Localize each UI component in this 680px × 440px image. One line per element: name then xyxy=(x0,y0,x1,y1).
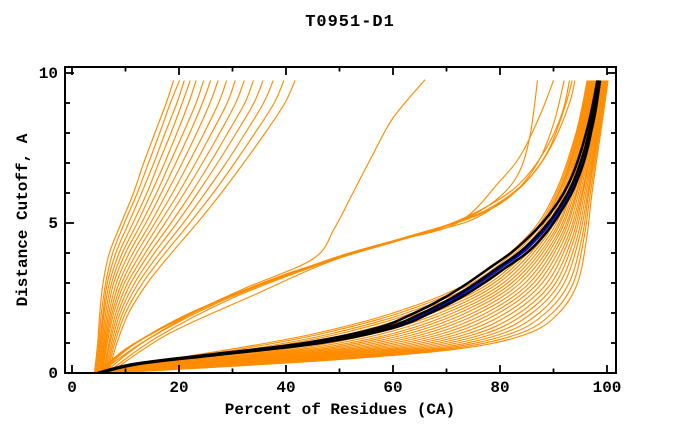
y-tick-label: 0 xyxy=(48,365,58,383)
y-tick-label: 5 xyxy=(48,215,58,233)
model-curve-black xyxy=(98,80,601,372)
model-curve-orange xyxy=(103,80,245,372)
model-curve-orange xyxy=(98,80,197,372)
model-curve-orange xyxy=(110,80,602,372)
y-tick-label: 10 xyxy=(39,65,58,83)
model-curve-orange xyxy=(101,80,539,372)
model-curve-orange xyxy=(105,80,274,372)
model-curve-orange xyxy=(119,80,609,372)
model-curve-orange xyxy=(102,80,236,372)
model-curve-orange xyxy=(104,80,596,372)
x-tick-label: 80 xyxy=(490,379,509,397)
plot-title: T0951-D1 xyxy=(305,13,395,32)
model-curve-orange xyxy=(98,80,205,372)
model-curve-orange xyxy=(106,80,285,372)
model-curve-orange xyxy=(102,80,594,372)
model-curve-orange xyxy=(95,80,181,372)
model-curve-black xyxy=(99,80,602,372)
model-curve-orange xyxy=(94,80,175,372)
model-curve-orange xyxy=(100,80,219,372)
model-curve-orange xyxy=(96,80,185,372)
model-curve-orange xyxy=(104,80,264,372)
axis-ticks xyxy=(65,67,616,374)
model-curve-orange xyxy=(109,80,573,372)
model-curves xyxy=(94,79,609,372)
model-curve-orange xyxy=(101,80,593,372)
tick-labels: 0 20 40 60 80 100 0 5 10 xyxy=(39,65,622,397)
x-tick-label: 60 xyxy=(383,379,402,397)
model-curve-orange xyxy=(99,80,212,372)
x-tick-label: 40 xyxy=(276,379,295,397)
x-axis-label: Percent of Residues (CA) xyxy=(224,401,456,419)
plot-frame xyxy=(64,66,617,374)
x-tick-label: 20 xyxy=(169,379,188,397)
x-tick-label: 0 xyxy=(67,379,77,397)
model-curve-orange xyxy=(97,80,191,372)
model-curve-orange xyxy=(101,80,228,372)
model-curve-orange xyxy=(108,80,296,372)
model-curve-orange xyxy=(109,80,601,372)
model-curve-orange xyxy=(103,80,254,372)
x-tick-label: 100 xyxy=(593,379,622,397)
